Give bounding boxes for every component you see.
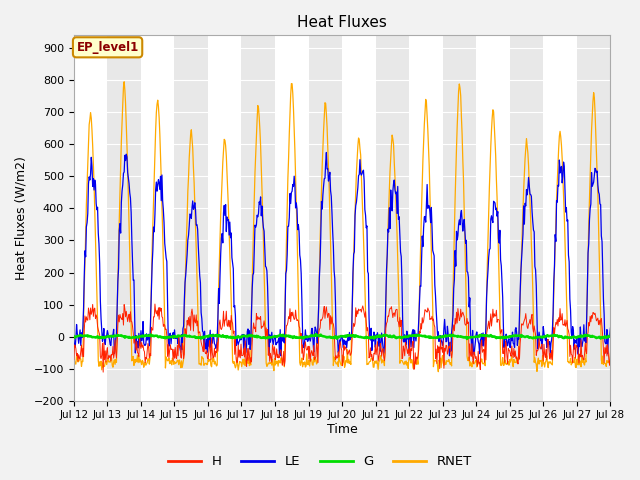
Bar <box>376 36 409 401</box>
Y-axis label: Heat Fluxes (W/m2): Heat Fluxes (W/m2) <box>15 156 28 280</box>
Legend: H, LE, G, RNET: H, LE, G, RNET <box>163 450 477 473</box>
X-axis label: Time: Time <box>327 423 358 436</box>
Bar <box>342 36 376 401</box>
Bar <box>208 36 241 401</box>
Bar <box>510 36 543 401</box>
Bar <box>241 36 275 401</box>
Bar <box>175 36 208 401</box>
Bar <box>543 36 577 401</box>
Bar <box>308 36 342 401</box>
Bar <box>275 36 308 401</box>
Bar <box>476 36 510 401</box>
Bar <box>443 36 476 401</box>
Title: Heat Fluxes: Heat Fluxes <box>297 15 387 30</box>
Text: EP_level1: EP_level1 <box>76 41 139 54</box>
Bar <box>108 36 141 401</box>
Bar <box>74 36 108 401</box>
Bar <box>577 36 611 401</box>
Bar <box>409 36 443 401</box>
Bar <box>141 36 175 401</box>
